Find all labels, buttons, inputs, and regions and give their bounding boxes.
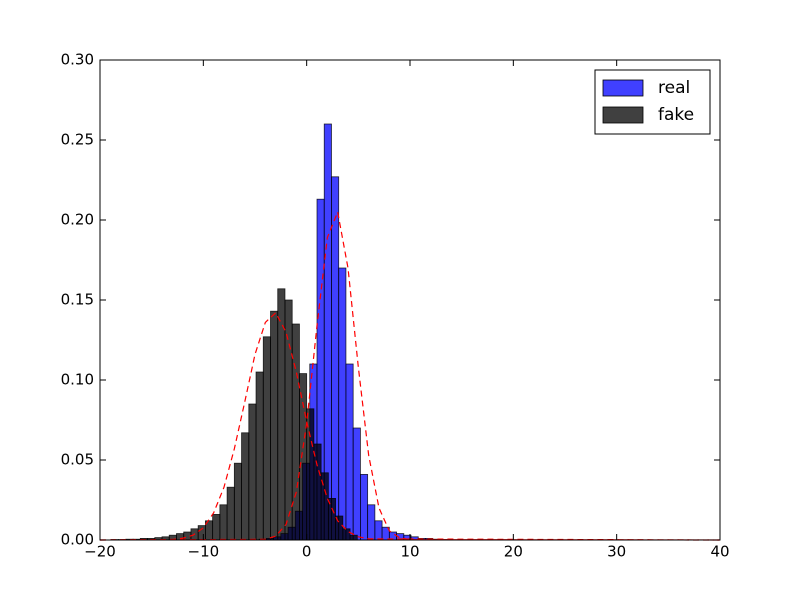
histogram-bar [343,529,350,540]
y-tick-label: 0.30 [61,51,94,69]
histogram-bar [242,433,249,540]
histogram-bar [339,268,346,540]
y-tick-label: 0.05 [61,451,94,469]
histogram-bar [220,505,227,540]
histogram-bar [307,409,314,540]
histogram-bar [346,364,353,540]
x-tick-label: 0 [302,543,312,561]
legend-swatch [603,80,643,96]
histogram-bar [263,337,270,540]
histogram-bar [353,428,360,540]
y-tick-label: 0.15 [61,291,94,309]
histogram-bar [360,474,367,540]
histogram-bar [198,526,205,540]
histogram-bar [375,521,382,540]
y-tick-label: 0.25 [61,131,94,149]
histogram-bar [285,300,292,540]
histogram-bar [234,463,241,540]
histogram-bar [292,324,299,540]
x-tick-label: −10 [188,543,220,561]
histogram-bar [278,289,285,540]
legend-label: fake [658,105,694,125]
x-tick-label: 20 [504,543,523,561]
x-tick-label: 10 [400,543,419,561]
histogram-bar [256,372,263,540]
histogram-bar [299,374,306,540]
histogram-bar [331,177,338,540]
histogram-bar [314,444,321,540]
histogram-bar [227,487,234,540]
histogram-bar [328,498,335,540]
x-tick-label: 30 [607,543,626,561]
histogram-bar [368,505,375,540]
histogram-bar [213,514,220,540]
histogram-bar [350,535,357,540]
histogram-bar [249,404,256,540]
y-tick-label: 0.20 [61,211,94,229]
y-tick-label: 0.00 [61,531,94,549]
legend-swatch [603,107,643,123]
y-tick-label: 0.10 [61,371,94,389]
x-tick-label: 40 [710,543,729,561]
histogram-bar [271,311,278,540]
legend-label: real [658,78,690,98]
